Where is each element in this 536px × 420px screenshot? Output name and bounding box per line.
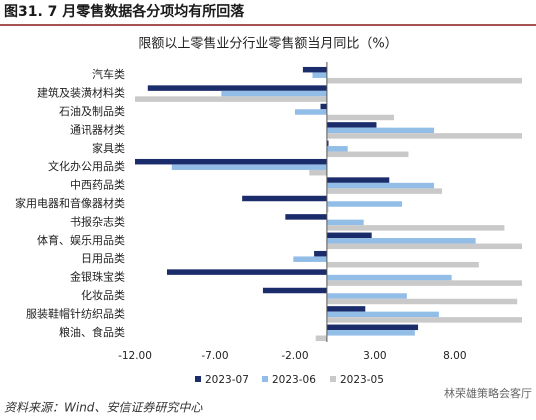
bar — [326, 238, 476, 244]
legend-label: 2023-07 — [205, 374, 249, 386]
category-label: 书报杂志类 — [70, 214, 125, 228]
category-label: 汽车类 — [92, 67, 125, 81]
bar — [326, 232, 372, 239]
legend-label: 2023-06 — [272, 374, 316, 386]
category-label: 体育、娱乐用品类 — [37, 233, 125, 247]
category-label: 日用品类 — [81, 251, 125, 265]
bar — [326, 298, 518, 305]
bar — [326, 146, 348, 152]
bar — [326, 182, 435, 189]
bar — [221, 90, 327, 97]
bar — [326, 77, 522, 84]
bar — [309, 169, 327, 176]
bar — [326, 261, 479, 268]
x-tick-label: -2.00 — [281, 350, 308, 362]
category-label: 文化办公用品类 — [48, 159, 125, 173]
category-label: 中西药品类 — [70, 178, 125, 192]
bar — [166, 269, 327, 275]
category-label: 建筑及装潢材料类 — [37, 86, 125, 100]
legend-swatch — [262, 376, 268, 382]
bar — [326, 188, 443, 194]
bar — [302, 66, 327, 73]
bar — [135, 96, 327, 102]
bar — [294, 109, 327, 115]
bar — [262, 287, 327, 294]
bar — [326, 293, 407, 299]
bar — [293, 256, 327, 262]
bar — [326, 219, 364, 226]
bar — [135, 158, 327, 165]
watermark: 林荣雄策略会客厅 — [444, 386, 532, 400]
bar — [326, 280, 522, 286]
chart-title: 限额以上零售业分行业零售额当月同比（%） — [138, 36, 397, 52]
bar — [242, 195, 327, 202]
source-note: 资料来源：Wind、安信证券研究中心 — [4, 401, 203, 415]
category-label: 金银珠宝类 — [70, 270, 125, 284]
bar — [326, 177, 390, 183]
figure-header: 图31. 7 月零售数据各分项均有所回落 — [4, 3, 245, 20]
category-label: 家具类 — [92, 141, 125, 155]
bar — [326, 206, 329, 213]
bar — [326, 225, 505, 231]
legend-swatch — [195, 376, 201, 382]
bar — [326, 140, 329, 147]
bar — [326, 114, 395, 121]
category-label: 石油及制品类 — [59, 104, 125, 118]
category-label: 通讯器材类 — [70, 122, 125, 136]
bar — [326, 127, 435, 134]
bar — [326, 317, 522, 323]
bar — [312, 72, 327, 78]
bar — [285, 214, 327, 220]
bar — [147, 85, 327, 91]
bar — [326, 306, 366, 312]
legend-swatch — [330, 376, 336, 382]
x-tick-label: -12.00 — [118, 350, 152, 362]
bar — [326, 133, 522, 139]
plot-area — [135, 66, 522, 342]
bar — [326, 324, 419, 331]
bar — [171, 164, 327, 170]
x-tick-label: 3.00 — [363, 350, 386, 362]
category-label: 化妆品类 — [81, 288, 125, 302]
bar — [326, 311, 439, 318]
legend-label: 2023-05 — [340, 374, 384, 386]
bar — [314, 250, 327, 257]
bar — [326, 274, 452, 281]
bar — [326, 330, 415, 336]
bar — [326, 151, 409, 158]
bar — [315, 335, 327, 342]
x-tick-label: -7.00 — [201, 350, 228, 362]
x-tick-label: 8.00 — [443, 350, 466, 362]
bar — [320, 103, 327, 110]
bar — [326, 243, 522, 250]
category-label: 家用电器和音像器材类 — [15, 196, 125, 210]
category-label: 服装鞋帽针纺织品类 — [26, 306, 125, 320]
category-label: 粮油、食品类 — [59, 325, 125, 339]
bar — [326, 122, 377, 128]
bar — [326, 201, 403, 207]
